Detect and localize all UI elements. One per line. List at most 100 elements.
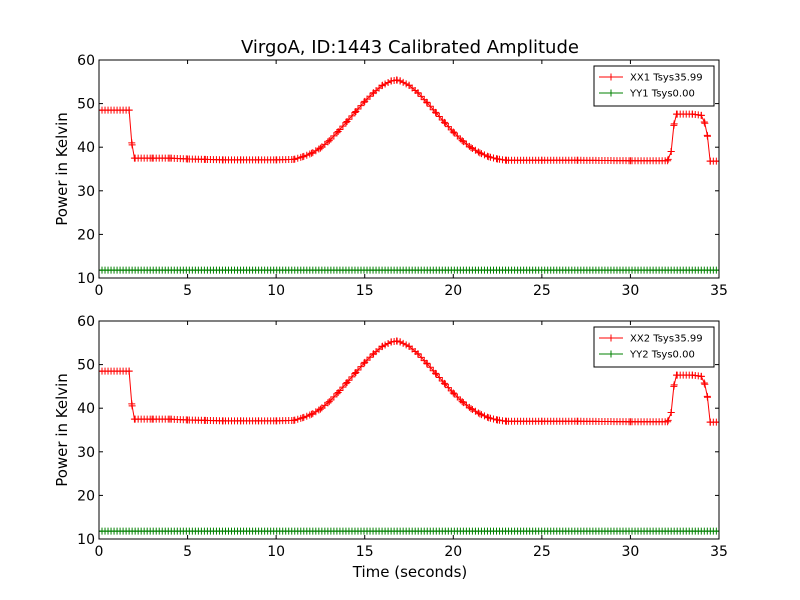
x-tick-label: 20	[444, 283, 462, 299]
x-tick-label: 5	[183, 283, 192, 299]
data-point-marker	[125, 367, 133, 375]
y-tick-label: 40	[77, 140, 95, 156]
data-point-marker	[502, 156, 510, 164]
y-tick-label: 50	[77, 358, 95, 374]
y-axis-title: Power in Kelvin	[53, 112, 71, 226]
x-tick-label: 0	[95, 283, 104, 299]
data-point-marker	[334, 128, 342, 136]
data-point-marker	[99, 266, 103, 274]
data-point-marker	[294, 154, 302, 162]
figure-title: VirgoA, ID:1443 Calibrated Amplitude	[241, 37, 579, 58]
data-point-marker	[483, 413, 491, 421]
data-point-marker	[357, 363, 365, 371]
x-tick-label: 30	[622, 544, 640, 560]
data-point-marker	[294, 415, 302, 423]
x-tick-label: 15	[356, 283, 374, 299]
data-point-marker	[494, 416, 502, 424]
data-point-marker	[299, 414, 307, 422]
legend: XX2 Tsys35.99 YY2 Tsys0.00	[593, 326, 715, 368]
data-point-marker	[342, 380, 350, 388]
data-point-marker	[366, 353, 374, 361]
data-point-marker	[706, 418, 714, 426]
data-point-marker	[316, 405, 324, 413]
data-point-marker	[432, 370, 440, 378]
data-point-marker	[254, 417, 262, 425]
data-point-marker	[360, 98, 368, 106]
data-point-marker	[324, 138, 332, 146]
data-point-marker	[444, 384, 452, 392]
data-point-marker	[485, 153, 493, 161]
data-point-marker	[387, 77, 395, 85]
data-point-marker	[272, 417, 280, 425]
data-point-marker	[327, 135, 335, 143]
data-point-marker	[297, 414, 305, 422]
legend-label: XX2 Tsys35.99	[630, 334, 703, 345]
data-point-marker	[476, 410, 484, 418]
legend-marker	[607, 73, 615, 81]
data-point-marker	[715, 418, 719, 426]
data-point-marker	[468, 144, 476, 152]
data-point-marker	[128, 400, 136, 408]
legend-marker	[607, 350, 615, 358]
data-point-marker	[626, 418, 634, 426]
legend-marker	[607, 89, 615, 97]
data-point-marker	[426, 363, 434, 371]
y-tick-label: 50	[77, 97, 95, 113]
data-point-marker	[450, 129, 458, 137]
data-point-marker	[148, 154, 156, 162]
data-point-marker	[254, 156, 262, 164]
data-point-marker	[303, 151, 311, 159]
data-point-marker	[393, 76, 401, 84]
data-point-marker	[417, 353, 425, 361]
data-point-marker	[573, 417, 581, 425]
data-point-marker	[703, 393, 711, 401]
data-point-marker	[130, 415, 138, 423]
data-point-marker	[449, 389, 457, 397]
data-point-marker	[538, 417, 546, 425]
data-point-marker	[348, 112, 356, 120]
data-point-marker	[426, 102, 434, 110]
series-xx-2	[99, 337, 719, 426]
data-point-marker	[435, 113, 443, 121]
data-point-marker	[480, 412, 488, 420]
x-tick-label: 25	[533, 283, 551, 299]
data-point-marker	[99, 367, 103, 375]
legend-marker	[607, 334, 615, 342]
data-point-marker	[489, 415, 497, 423]
data-point-marker	[384, 78, 392, 86]
data-point-marker	[201, 416, 209, 424]
data-point-marker	[405, 342, 413, 350]
data-point-marker	[290, 155, 298, 163]
data-point-marker	[399, 78, 407, 86]
data-point-marker	[664, 157, 672, 165]
data-point-marker	[299, 153, 307, 161]
data-point-marker	[343, 117, 351, 125]
data-point-marker	[360, 359, 368, 367]
data-point-marker	[366, 92, 374, 100]
data-point-marker	[667, 148, 675, 156]
data-point-marker	[468, 405, 476, 413]
data-point-marker	[697, 372, 705, 380]
data-point-marker	[128, 139, 136, 147]
data-point-marker	[480, 151, 488, 159]
data-point-marker	[701, 380, 709, 388]
data-point-marker	[476, 149, 484, 157]
data-point-marker	[700, 118, 708, 126]
data-point-marker	[219, 417, 227, 425]
data-point-marker	[370, 89, 378, 97]
data-point-marker	[348, 373, 356, 381]
data-point-marker	[715, 266, 719, 274]
data-point-marker	[405, 81, 413, 89]
data-point-marker	[458, 398, 466, 406]
data-point-marker	[440, 118, 448, 126]
data-point-marker	[626, 157, 634, 165]
legend-label: YY2 Tsys0.00	[629, 350, 695, 361]
series-yy-2	[99, 527, 719, 535]
data-point-marker	[99, 527, 103, 535]
data-point-marker	[333, 390, 341, 398]
data-point-marker	[423, 359, 431, 367]
data-point-marker	[351, 108, 359, 116]
data-point-marker	[672, 110, 680, 118]
data-point-marker	[467, 405, 475, 413]
y-tick-label: 40	[77, 401, 95, 417]
